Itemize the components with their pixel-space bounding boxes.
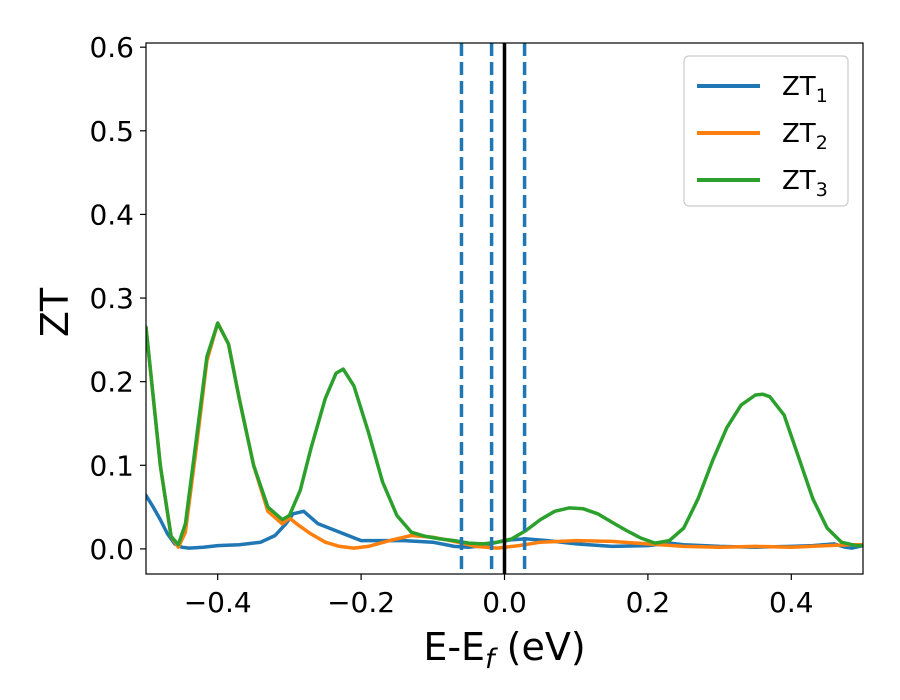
y-tick-label: 0.0 [89,533,134,566]
legend: ZT1 ZT2 ZT3 [683,55,849,207]
y-tick-label: 0.6 [89,31,134,64]
y-tick-label: 0.5 [89,115,134,148]
series-line-3 [146,321,863,548]
y-tick-label: 0.4 [89,198,134,231]
x-tick-label: 0.4 [769,586,814,619]
plot-area [146,321,863,550]
legend-label-1: ZT1 [782,72,828,107]
y-tick-label: 0.2 [89,366,134,399]
y-tick-label: 0.1 [89,449,134,482]
y-tick-label: 0.3 [89,282,134,315]
x-tick-label: 0.0 [482,586,527,619]
x-tick-label: 0.2 [626,586,671,619]
vertical-markers [459,43,527,574]
y-axis-label: ZT [33,287,77,337]
legend-box [683,55,849,207]
legend-label-3: ZT3 [782,166,828,201]
x-tick-label: −0.2 [327,586,395,619]
x-tick-label: −0.4 [184,586,252,619]
x-axis-label: E-Ef (eV) [423,625,585,675]
legend-label-2: ZT2 [782,119,828,154]
axes: −0.4 −0.2 0.0 0.2 0.4 0.0 0.1 0.2 0.3 0.4 0.5 0.6 E-… [33,31,864,675]
